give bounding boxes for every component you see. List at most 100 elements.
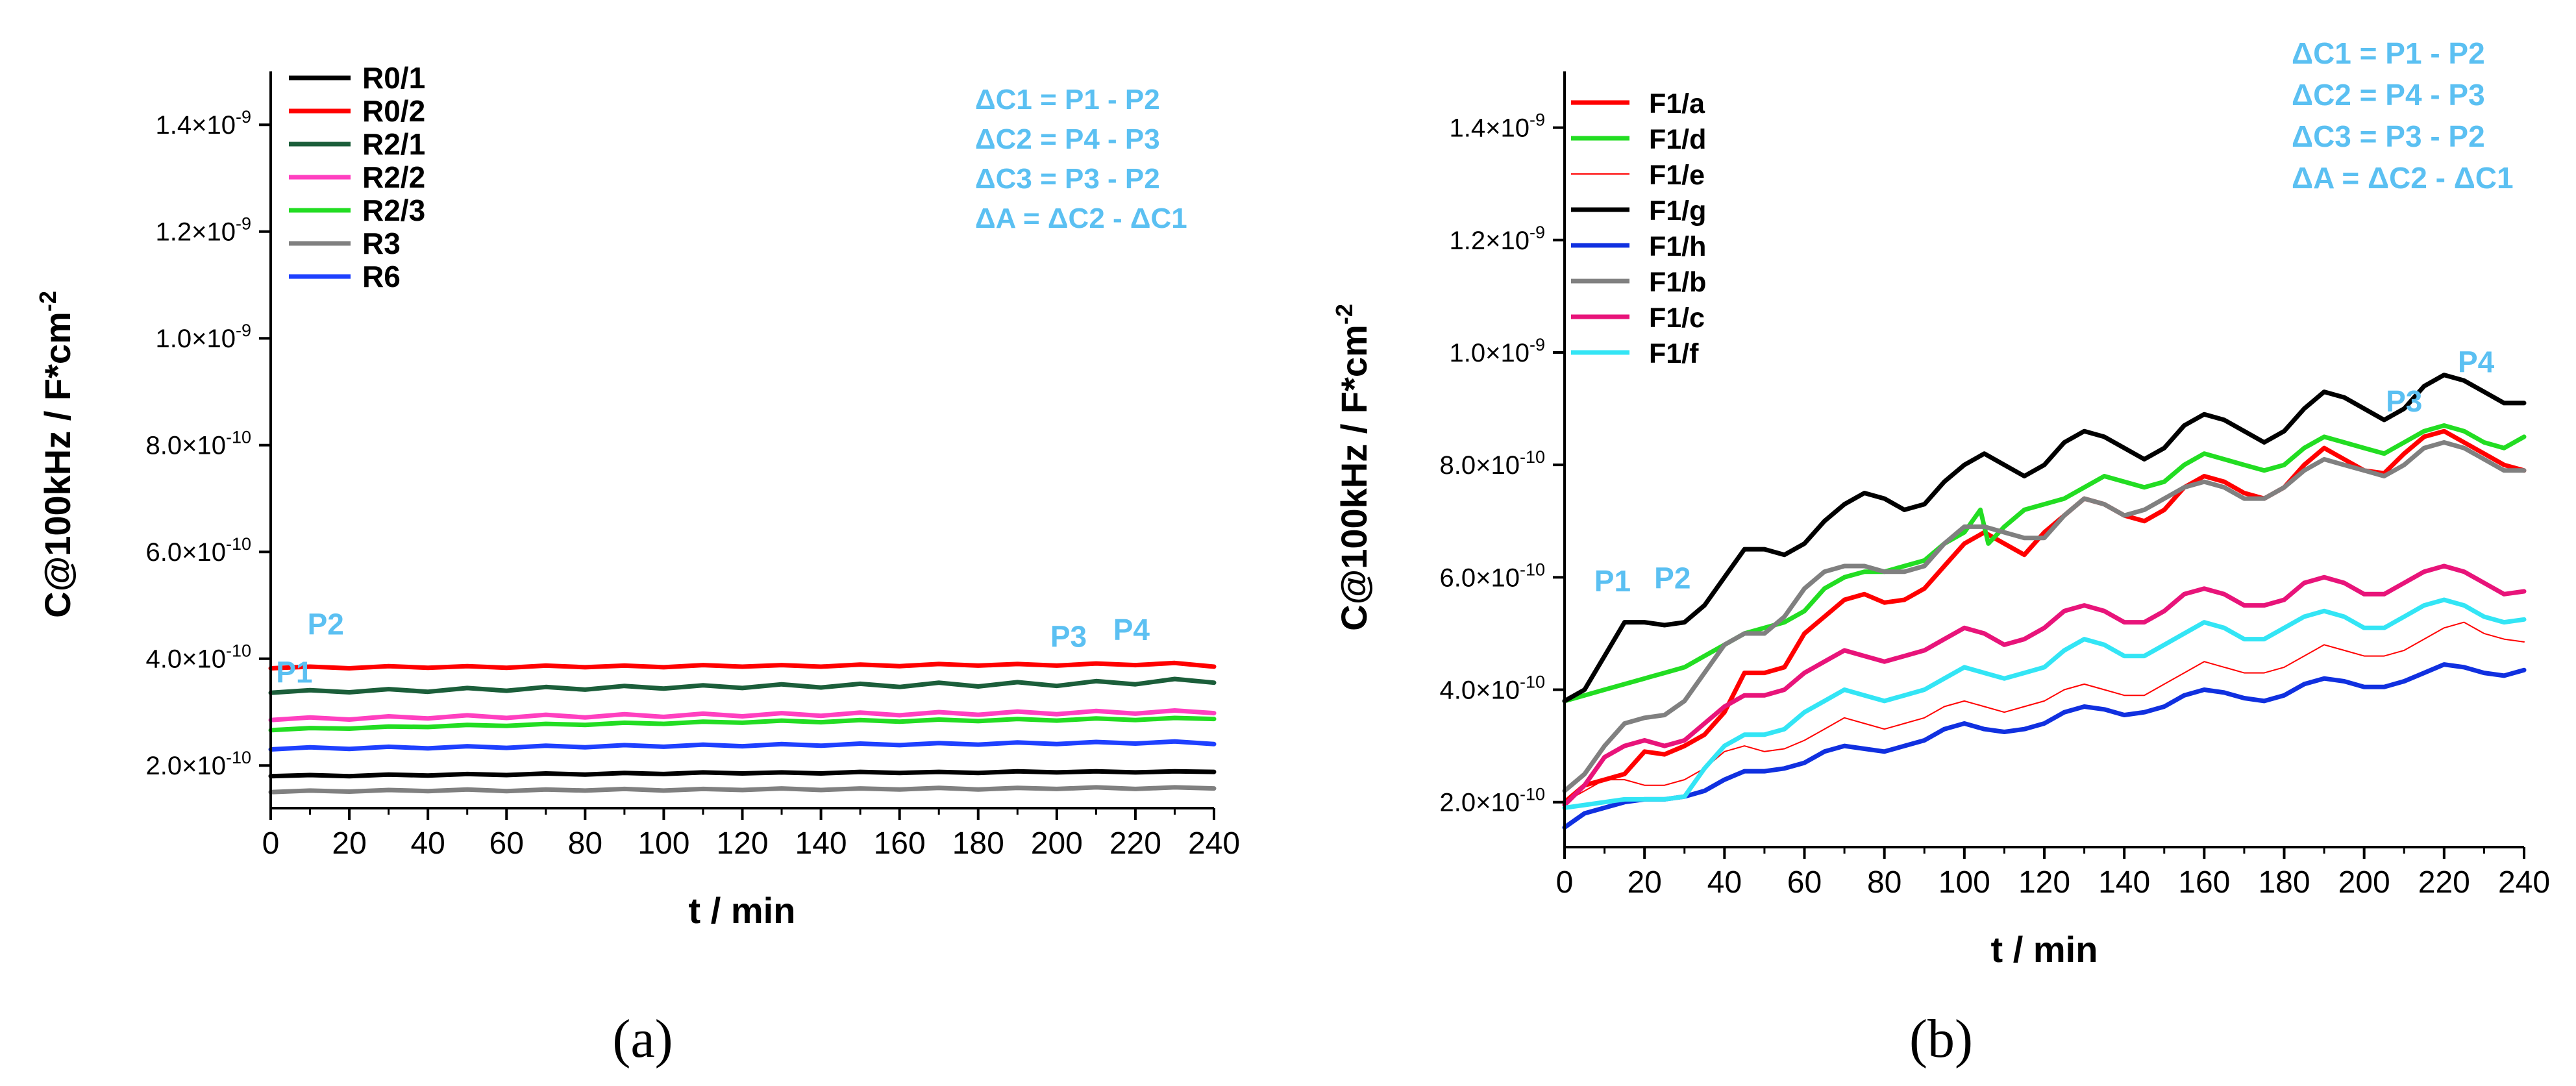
y-tick-exponent: -10 xyxy=(1520,447,1545,467)
y-tick-label: 4.0×10-10 xyxy=(1440,673,1546,705)
x-tick-label: 60 xyxy=(1787,865,1822,900)
x-ticks-a: 0 20 40 60 80 100 120 140 160 180 200 220 240 xyxy=(262,808,1240,861)
y-tick-label: 2.0×10-10 xyxy=(146,748,252,780)
series-line-f1-g xyxy=(1562,373,2527,704)
y-tick-label: 8.0×10-10 xyxy=(146,428,252,460)
y-tick-mantissa: 1.0×10 xyxy=(156,325,236,353)
x-tick-label: 240 xyxy=(2498,865,2550,900)
y-tick-exponent: -10 xyxy=(226,428,251,447)
y-tick-exponent: -9 xyxy=(236,321,251,340)
x-tick-label: 0 xyxy=(1556,865,1574,900)
legend-label: F1/e xyxy=(1649,160,1705,191)
y-tick-mantissa: 1.0×10 xyxy=(1450,339,1530,367)
x-tick-label: 220 xyxy=(1109,826,1161,861)
series-line-r2-1 xyxy=(268,676,1217,695)
formula-text: ΔC3 = P3 - P2 xyxy=(2292,119,2485,153)
formula-text: ΔA = ΔC2 - ΔC1 xyxy=(2292,161,2514,195)
x-tick-label: 0 xyxy=(262,826,280,861)
series-line-f1-e xyxy=(1564,621,2525,803)
legend-label: R6 xyxy=(362,260,401,293)
x-axis-label: t / min xyxy=(689,890,796,931)
x-tick-label: 140 xyxy=(795,826,847,861)
formulas-a: ΔC1 = P1 - P2 ΔC2 = P4 - P3 ΔC3 = P3 - P2 Δ… xyxy=(975,84,1187,234)
y-tick-mantissa: 1.4×10 xyxy=(1450,114,1530,143)
y-tick-exponent: -10 xyxy=(1520,560,1545,579)
legend-label: R2/1 xyxy=(362,127,425,161)
legend-label: F1/c xyxy=(1649,302,1705,334)
panel-label-b: (b) xyxy=(1909,1009,1973,1069)
annotation-p1: P1 xyxy=(276,656,312,689)
y-tick-exponent: -10 xyxy=(1520,673,1545,692)
annotation-p1: P1 xyxy=(1594,564,1631,598)
legend-label: F1/b xyxy=(1649,267,1706,298)
y-tick-mantissa: 4.0×10 xyxy=(146,645,226,674)
y-tick-exponent: -10 xyxy=(1520,785,1545,804)
series-line-f1-c xyxy=(1562,563,2527,808)
y-tick-label: 1.4×10-9 xyxy=(1450,110,1545,143)
y-tick-exponent: -9 xyxy=(236,107,251,127)
annotation-p3: P3 xyxy=(1050,620,1087,654)
y-tick-label: 1.0×10-9 xyxy=(1450,335,1545,367)
y-tick-mantissa: 8.0×10 xyxy=(1440,451,1520,480)
series-line-f1-f xyxy=(1562,597,2527,810)
formula-text: ΔC3 = P3 - P2 xyxy=(975,163,1160,195)
annotations-a: P1 P2 P3 P4 xyxy=(276,608,1150,689)
y-tick-label: 1.4×10-9 xyxy=(156,107,251,140)
y-tick-mantissa: 2.0×10 xyxy=(146,752,226,780)
series-line-r2-2 xyxy=(268,708,1217,722)
y-axis-label-exponent: -2 xyxy=(34,291,61,312)
annotation-p4: P4 xyxy=(1113,613,1150,647)
annotations-b: P1 P2 P3 P4 xyxy=(1594,345,2495,598)
legend-label: R3 xyxy=(362,227,401,260)
series-layer-b xyxy=(1562,373,2527,830)
y-axis-label-main: C@100kHz / F*cm xyxy=(1333,325,1374,631)
y-tick-mantissa: 1.2×10 xyxy=(1450,227,1530,255)
x-tick-label: 80 xyxy=(1867,865,1901,900)
legend-label: R0/2 xyxy=(362,94,425,128)
x-tick-label: 100 xyxy=(638,826,689,861)
formula-text: ΔC1 = P1 - P2 xyxy=(975,84,1160,116)
y-tick-label: 6.0×10-10 xyxy=(1440,560,1546,592)
legend-label: F1/f xyxy=(1649,338,1699,369)
x-tick-label: 60 xyxy=(489,826,524,861)
x-tick-label: 120 xyxy=(2018,865,2070,900)
legend-label: R0/1 xyxy=(362,61,425,95)
x-ticks-b: 0 20 40 60 80 100 120 140 160 180 200 220 240 xyxy=(1556,847,2550,900)
x-tick-label: 180 xyxy=(952,826,1004,861)
annotation-p4: P4 xyxy=(2458,345,2495,378)
x-tick-label: 100 xyxy=(1938,865,1990,900)
x-tick-label: 240 xyxy=(1188,826,1240,861)
x-tick-label: 200 xyxy=(2338,865,2390,900)
y-tick-label: 4.0×10-10 xyxy=(146,641,252,674)
x-tick-label: 220 xyxy=(2418,865,2470,900)
y-tick-mantissa: 4.0×10 xyxy=(1440,676,1520,705)
series-line-r0-1 xyxy=(268,769,1217,779)
series-layer-a xyxy=(268,660,1217,795)
x-tick-label: 40 xyxy=(410,826,445,861)
x-tick-label: 180 xyxy=(2258,865,2310,900)
legend-label: R2/3 xyxy=(362,193,425,227)
formula-text: ΔC2 = P4 - P3 xyxy=(975,123,1160,155)
series-line-r3 xyxy=(268,785,1217,795)
legend-label: F1/d xyxy=(1649,124,1706,155)
y-tick-mantissa: 8.0×10 xyxy=(146,432,226,460)
y-tick-mantissa: 6.0×10 xyxy=(146,538,226,567)
y-tick-exponent: -9 xyxy=(1530,335,1545,354)
panel-a: 2.0×10-10 4.0×10-10 6.0×10-10 8.0×10-10 … xyxy=(34,61,1240,1069)
y-ticks-b: 2.0×10-10 4.0×10-10 6.0×10-10 8.0×10-10 … xyxy=(1440,110,1565,817)
y-tick-label: 6.0×10-10 xyxy=(146,534,252,567)
y-tick-label: 1.2×10-9 xyxy=(156,214,251,247)
y-tick-mantissa: 6.0×10 xyxy=(1440,563,1520,592)
y-tick-exponent: -9 xyxy=(1530,110,1545,130)
y-tick-exponent: -10 xyxy=(226,641,251,661)
y-tick-mantissa: 1.2×10 xyxy=(156,218,236,247)
formula-text: ΔC2 = P4 - P3 xyxy=(2292,78,2485,112)
y-tick-label: 1.0×10-9 xyxy=(156,321,251,353)
x-axis-label: t / min xyxy=(1991,929,2098,970)
x-tick-label: 20 xyxy=(332,826,366,861)
y-axis-label-exponent: -2 xyxy=(1331,304,1357,325)
formulas-b: ΔC1 = P1 - P2 ΔC2 = P4 - P3 ΔC3 = P3 - P2 Δ… xyxy=(2292,36,2514,195)
